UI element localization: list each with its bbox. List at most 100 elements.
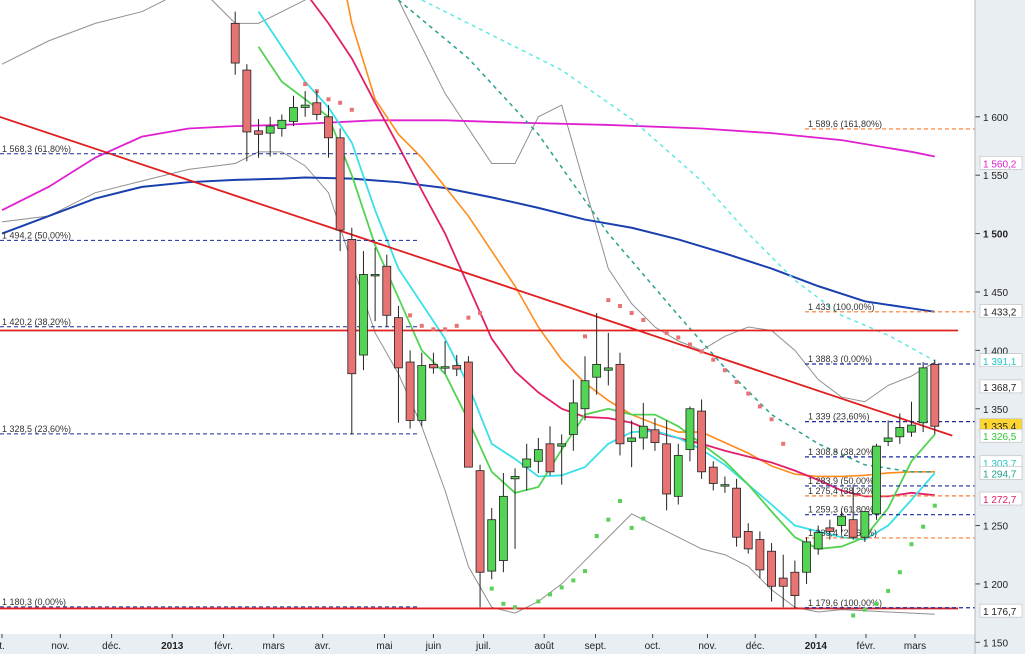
- sar-dot: [548, 592, 553, 597]
- y-tick-label: 1 450: [983, 288, 1008, 299]
- x-tick-label: août: [534, 641, 554, 652]
- candle-body: [242, 69, 252, 133]
- candle-body: [522, 458, 532, 468]
- candle-body: [720, 484, 730, 487]
- candle-body: [545, 443, 555, 473]
- x-tick-label: 2014: [805, 641, 828, 652]
- candle-body: [755, 539, 765, 571]
- sar-dot: [617, 303, 622, 308]
- price-tag-label: 1 560,2: [983, 159, 1017, 170]
- candle-body: [767, 550, 776, 587]
- fib-level-label: 1 180,3 (0,00%): [2, 597, 66, 607]
- sar-dot: [909, 542, 914, 547]
- sar-dot: [419, 323, 424, 328]
- x-tick-label: mars: [904, 641, 926, 652]
- sar-dot: [629, 310, 634, 315]
- sar-dot: [664, 330, 669, 335]
- candle-body: [312, 102, 322, 115]
- fib-level-label: 1 420,2 (38,20%): [2, 317, 71, 327]
- candle-body: [359, 274, 368, 356]
- price-tag-label: 1 326,5: [983, 432, 1017, 443]
- price-tag-box: [979, 379, 1023, 394]
- price-tags: 1 560,2 1 433,2 1 391,1 1 368,7 1 335,41 326…: [979, 156, 1023, 618]
- x-tick-label: déc.: [746, 641, 765, 652]
- candle-body: [872, 445, 881, 515]
- sar-dot: [897, 570, 902, 575]
- y-axis-panel: [975, 0, 1025, 654]
- fib-level-label: 1 568,3 (61,80%): [2, 144, 71, 154]
- price-tag-box: [979, 353, 1023, 368]
- sar-dot: [932, 503, 937, 508]
- sar-dot: [886, 588, 891, 593]
- candle-body: [254, 130, 263, 135]
- candle-body: [825, 527, 835, 532]
- fib-level-label: 1 239,4 (23,60%): [808, 528, 877, 538]
- price-tag-label: 1 176,7: [983, 607, 1017, 618]
- price-tag-label: 1 433,2: [983, 308, 1017, 319]
- sar-dot: [466, 315, 471, 320]
- candle-body: [557, 443, 567, 447]
- sar-dot: [699, 349, 704, 354]
- price-tag-label: 1 272,7: [983, 495, 1017, 506]
- fib-level-label: 1 283,9 (50,00%): [808, 476, 877, 486]
- candle-body: [394, 317, 403, 369]
- fib-level-label: 1 339 (23,60%): [808, 412, 870, 422]
- price-tag-box: [979, 603, 1023, 618]
- sar-dot: [478, 310, 483, 315]
- sar-dot: [536, 599, 541, 604]
- candle-body: [580, 380, 590, 410]
- sar-dot: [443, 327, 448, 332]
- candle-body: [930, 363, 940, 427]
- fib-level-label: 1 308,8 (38,20%): [808, 447, 877, 457]
- sar-dot: [617, 499, 622, 504]
- candle-body: [405, 361, 415, 421]
- sar-dot: [583, 569, 587, 574]
- candle-body: [627, 437, 637, 442]
- sar-dot: [501, 601, 506, 606]
- candle-body: [732, 487, 741, 538]
- candle-body: [429, 363, 438, 369]
- sar-dot: [629, 525, 634, 530]
- y-tick-label: 1 350: [983, 405, 1008, 416]
- candle-body: [230, 22, 240, 64]
- candle-body: [370, 274, 380, 277]
- sar-dot: [757, 404, 762, 409]
- x-tick-label: avr.: [315, 641, 331, 652]
- candle-body: [452, 365, 462, 370]
- candle-body: [382, 265, 392, 316]
- sar-dot: [746, 391, 751, 396]
- x-tick-label: juil.: [475, 641, 491, 652]
- x-axis: t. nov. déc. 2013 févr. mars avr. mai juin juil. a…: [0, 634, 926, 652]
- sar-dot: [641, 516, 646, 521]
- candle-body: [475, 470, 485, 573]
- fib-level-label: 1 259,3 (61,80%): [808, 505, 877, 515]
- candle-body: [440, 366, 450, 369]
- price-tag-box: [979, 156, 1023, 170]
- candle-body: [860, 511, 870, 538]
- price-tag-box: [979, 466, 1023, 480]
- x-tick-label: juin: [425, 641, 442, 652]
- x-tick-label: nov.: [698, 641, 716, 652]
- y-tick-label: 1 600: [983, 113, 1008, 124]
- price-tag-label: 1 294,7: [983, 469, 1017, 480]
- y-tick-label: 1 150: [983, 638, 1008, 649]
- candle-body: [848, 519, 858, 538]
- candle-body: [463, 361, 473, 468]
- x-tick-label: mars: [263, 641, 285, 652]
- sar-dot: [349, 107, 354, 112]
- fib-level-label: 1 179,6 (100,00%): [808, 598, 882, 608]
- fib-level-label: 1 275,4 (38,20%): [808, 486, 877, 496]
- y-tick-label: 1 550: [983, 171, 1008, 182]
- sar-dot: [711, 357, 716, 362]
- sar-dot: [862, 607, 867, 612]
- fib-level-label: 1 433 (100,00%): [808, 302, 875, 312]
- price-tag-label: 1 391,1: [983, 357, 1017, 368]
- sar-dot: [326, 97, 331, 102]
- candle-body: [300, 104, 310, 108]
- candle-body: [662, 443, 672, 495]
- sar-dot: [571, 578, 576, 583]
- moving-average-line: [421, 0, 936, 362]
- x-tick-label: mai: [376, 641, 392, 652]
